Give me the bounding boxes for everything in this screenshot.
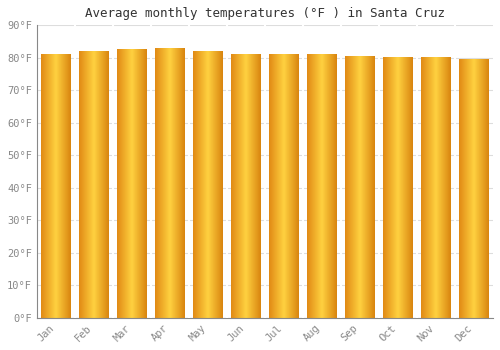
Bar <box>155 48 184 318</box>
Bar <box>345 56 375 318</box>
Bar <box>269 55 299 318</box>
Bar <box>79 51 108 318</box>
Bar <box>459 60 489 318</box>
Bar <box>193 51 222 318</box>
Bar <box>307 55 337 318</box>
Bar <box>117 50 146 318</box>
Bar <box>383 58 413 318</box>
Bar <box>421 58 451 318</box>
Bar <box>41 55 70 318</box>
Bar <box>231 55 260 318</box>
Title: Average monthly temperatures (°F ) in Santa Cruz: Average monthly temperatures (°F ) in Sa… <box>85 7 445 20</box>
